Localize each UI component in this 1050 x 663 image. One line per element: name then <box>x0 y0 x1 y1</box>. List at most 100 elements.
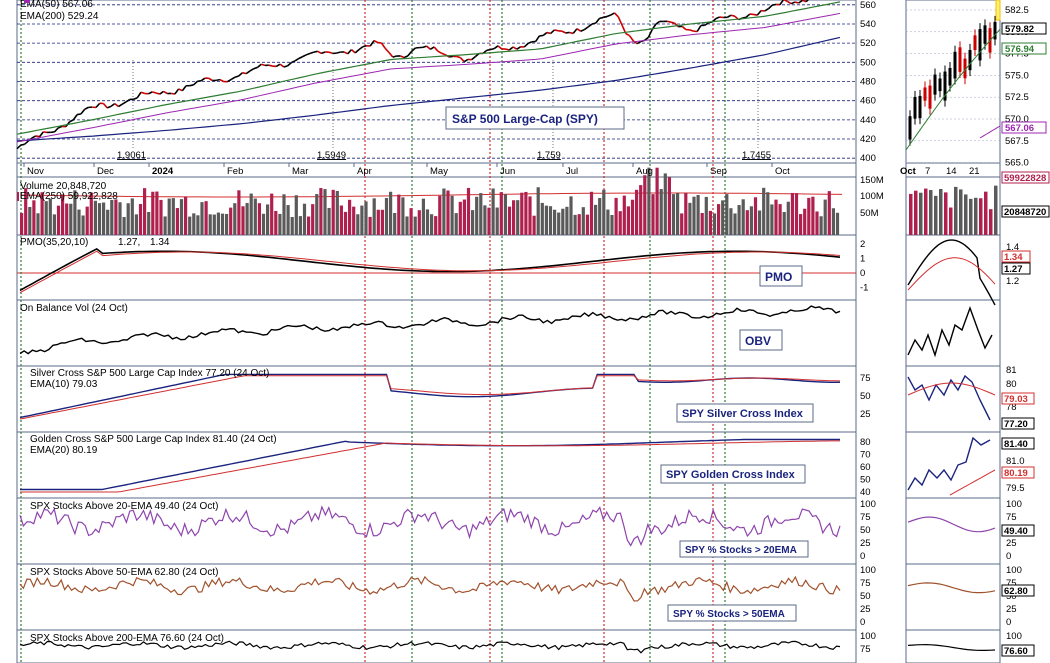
silver-ema-line <box>19 375 841 420</box>
side-volume-bar <box>909 193 913 235</box>
volume-bar <box>302 203 307 235</box>
breadth50-side-tick: 25 <box>1006 604 1017 615</box>
price-bar <box>80 108 86 115</box>
price-bar <box>666 20 672 23</box>
side-price-tick: 570.0 <box>1005 114 1029 125</box>
side-ema50 <box>905 28 1001 151</box>
volume-bar <box>442 188 446 235</box>
legend-swatch <box>24 0 30 3</box>
obv-title: On Balance Vol (24 Oct) <box>20 303 128 314</box>
volume-bar <box>458 201 462 235</box>
volume-bar <box>466 187 471 235</box>
volume-bar <box>708 210 712 235</box>
pmo-title: PMO(35,20,10) <box>20 237 88 248</box>
side-volume-bar <box>974 197 978 235</box>
price-bar <box>69 119 74 123</box>
volume-bar <box>823 199 827 235</box>
volume-bar <box>360 205 364 235</box>
volume-bar <box>717 204 721 235</box>
breadth50-label-box <box>667 604 797 622</box>
volume-bar <box>610 215 614 235</box>
ratio-label: 1.759 <box>537 150 561 161</box>
price-bar <box>456 55 461 59</box>
price-bar <box>373 39 379 44</box>
price-bar <box>110 102 116 108</box>
silver-title: Silver Cross S&P 500 Large Cap Index 77.… <box>30 368 269 379</box>
volume-bar <box>36 213 40 235</box>
volume-bar <box>319 188 323 235</box>
silver-side-tag: 77.20 <box>1004 419 1028 430</box>
volume-bar <box>680 213 684 235</box>
volume-bar <box>245 203 249 235</box>
breadth50-side-tick: 75 <box>1006 578 1017 589</box>
price-bar <box>178 88 183 92</box>
volume-bar <box>766 192 770 235</box>
volume-bar <box>598 198 602 235</box>
volume-bar <box>712 213 717 235</box>
price-bar <box>561 30 567 34</box>
price-bar <box>595 17 601 24</box>
price-bar <box>459 57 465 63</box>
price-bar <box>542 31 548 37</box>
side-date-label: Oct <box>900 166 917 177</box>
side-candle <box>943 71 947 101</box>
price-bar <box>802 0 807 3</box>
volume-bar <box>184 196 188 235</box>
price-bar <box>140 91 146 95</box>
volume-bar <box>651 194 655 235</box>
price-bar <box>587 23 593 28</box>
volume-bar <box>794 193 799 235</box>
volume-bar <box>450 195 454 235</box>
volume-bar <box>323 189 327 235</box>
price-bar <box>238 72 244 77</box>
price-side-tag-box <box>1001 121 1047 134</box>
breadth20-y-tick: 75 <box>860 512 871 523</box>
side-silver-tick: 78 <box>1006 402 1017 413</box>
price-bar <box>227 78 232 83</box>
volume-bar <box>241 206 245 235</box>
price-bar <box>554 29 559 32</box>
volume-bar <box>430 214 434 235</box>
month-label: Oct <box>775 166 790 177</box>
volume-bar <box>491 188 495 235</box>
price-bar <box>636 40 642 45</box>
month-label: Aug <box>636 166 653 177</box>
golden-y-tick: 40 <box>860 487 871 498</box>
side-candle <box>938 78 942 92</box>
price-bar <box>43 131 48 134</box>
price-bar <box>441 52 446 56</box>
volume-bar <box>626 206 630 235</box>
pmo-y-tick: 2 <box>860 239 865 250</box>
volume-bar <box>151 191 155 235</box>
side-golden-tick: 81.0 <box>1006 456 1025 467</box>
price-bar <box>290 60 296 64</box>
price-y-tick: 460 <box>860 96 876 107</box>
breadth20-side-line <box>907 516 996 533</box>
volume-bar <box>171 198 175 235</box>
side-candle <box>918 95 922 119</box>
volume-bar <box>774 199 778 235</box>
volume-bar <box>507 206 512 235</box>
price-bar <box>550 29 555 35</box>
side-candle <box>953 51 957 79</box>
price-bar <box>118 103 123 108</box>
volume-bar <box>270 193 274 235</box>
side-candle <box>908 116 912 140</box>
side-volume-bar <box>929 190 933 235</box>
volume-bar <box>40 192 44 235</box>
price-bar <box>508 46 514 51</box>
price-bar <box>546 31 551 35</box>
price-bar <box>689 29 694 32</box>
volume-bar <box>352 206 356 235</box>
price-y-tick: 480 <box>860 77 876 88</box>
volume-bar <box>405 216 409 235</box>
volume-side-tag-box <box>1001 205 1050 218</box>
ema50-line <box>16 1 841 135</box>
breadth50-y-tick: 50 <box>860 591 871 602</box>
volume-bar <box>331 189 335 235</box>
volume-bar <box>179 199 184 235</box>
price-bar <box>31 135 37 139</box>
price-bar <box>302 54 307 58</box>
volume-bar <box>639 185 643 235</box>
volume-bar <box>114 199 118 235</box>
